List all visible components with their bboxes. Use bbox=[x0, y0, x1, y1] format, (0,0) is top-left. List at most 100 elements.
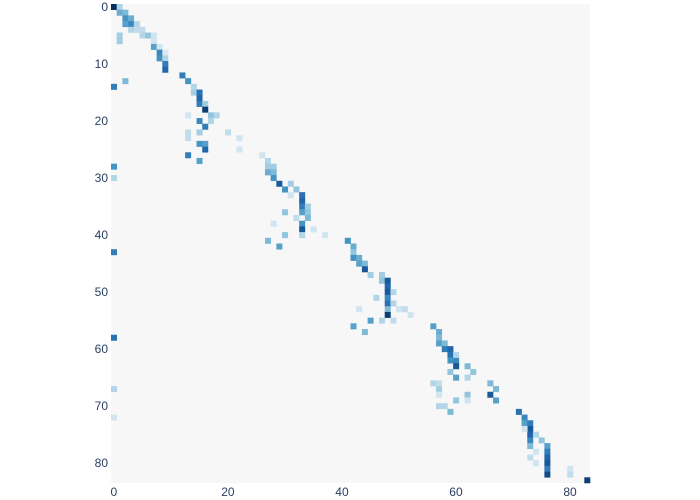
y-tick-label: 20 bbox=[95, 114, 109, 128]
heatmap-cell bbox=[150, 38, 157, 45]
heatmap-cell bbox=[532, 448, 539, 455]
heatmap-cell bbox=[207, 112, 214, 119]
heatmap-cell bbox=[470, 368, 477, 375]
heatmap-cell bbox=[487, 391, 494, 398]
heatmap-cell bbox=[259, 152, 266, 159]
y-tick-label: 0 bbox=[101, 0, 108, 14]
heatmap-cell bbox=[493, 386, 500, 393]
heatmap-cell bbox=[379, 317, 386, 324]
heatmap-cell bbox=[367, 272, 374, 279]
heatmap-cell bbox=[373, 294, 380, 301]
heatmap-cell bbox=[139, 32, 146, 39]
heatmap-cell bbox=[196, 157, 203, 164]
heatmap-cell bbox=[299, 232, 306, 239]
heatmap-cell bbox=[116, 4, 123, 10]
heatmap-cell bbox=[544, 454, 551, 461]
heatmap-cell bbox=[356, 260, 363, 267]
heatmap-cell bbox=[185, 112, 192, 119]
x-tick-label: 40 bbox=[335, 485, 349, 499]
heatmap-cell bbox=[350, 323, 357, 330]
heatmap-cell bbox=[276, 243, 283, 250]
heatmap-cell bbox=[527, 425, 534, 432]
heatmap-cell bbox=[111, 175, 117, 182]
heatmap-cell bbox=[527, 420, 534, 427]
heatmap-cell bbox=[350, 249, 357, 256]
heatmap-cell bbox=[567, 465, 574, 472]
heatmap-cell bbox=[299, 220, 306, 227]
heatmap-cell bbox=[111, 83, 117, 90]
x-tick-label: 20 bbox=[221, 485, 235, 499]
heatmap-cells bbox=[111, 4, 591, 484]
heatmap-cell bbox=[236, 146, 243, 153]
heatmap-cell bbox=[436, 386, 443, 393]
heatmap-cell bbox=[162, 61, 169, 68]
heatmap-cell bbox=[190, 89, 197, 96]
heatmap-cell bbox=[111, 414, 117, 421]
heatmap-cell bbox=[299, 197, 306, 204]
heatmap-cell bbox=[270, 169, 277, 176]
x-tick-label: 60 bbox=[449, 485, 463, 499]
heatmap-cell bbox=[464, 374, 471, 381]
heatmap-cell bbox=[396, 306, 403, 313]
heatmap-cell bbox=[179, 72, 186, 79]
heatmap-cell bbox=[379, 272, 386, 279]
x-axis: 0 20 40 60 80 bbox=[111, 485, 578, 499]
heatmap-cell bbox=[264, 157, 271, 164]
heatmap-cell bbox=[321, 232, 328, 239]
heatmap-cell bbox=[464, 363, 471, 370]
heatmap-cell bbox=[447, 351, 454, 358]
heatmap-cell bbox=[196, 129, 203, 136]
heatmap-cell bbox=[390, 317, 397, 324]
x-tick-label: 0 bbox=[111, 485, 118, 499]
heatmap-cell bbox=[111, 334, 117, 341]
heatmap-cell bbox=[225, 129, 232, 136]
heatmap-cell bbox=[384, 289, 391, 296]
heatmap-cell bbox=[185, 135, 192, 142]
heatmap-cell bbox=[202, 140, 209, 147]
heatmap-cell bbox=[447, 346, 454, 353]
heatmap-cell bbox=[464, 397, 471, 404]
heatmap-cell bbox=[196, 100, 203, 107]
heatmap-cell bbox=[156, 49, 163, 56]
heatmap-cell bbox=[299, 192, 306, 199]
heatmap-cell bbox=[156, 43, 163, 50]
heatmap-cell bbox=[270, 220, 277, 227]
heatmap-cell bbox=[390, 300, 397, 307]
heatmap-cell bbox=[139, 26, 146, 33]
heatmap-cell bbox=[276, 180, 283, 187]
heatmap-cell bbox=[407, 311, 414, 318]
heatmap-cell bbox=[527, 454, 534, 461]
heatmap-cell bbox=[264, 169, 271, 176]
x-tick-label: 80 bbox=[563, 485, 577, 499]
heatmap-cell bbox=[213, 112, 220, 119]
heatmap-cell bbox=[521, 425, 528, 432]
heatmap-cell bbox=[544, 448, 551, 455]
heatmap-cell bbox=[544, 465, 551, 472]
heatmap-cell bbox=[441, 403, 448, 410]
heatmap-cell bbox=[384, 311, 391, 318]
y-axis: 0 10 20 30 40 50 60 70 80 bbox=[95, 0, 109, 470]
heatmap-cell bbox=[202, 106, 209, 113]
heatmap-cell bbox=[270, 163, 277, 170]
heatmap-cell bbox=[111, 386, 117, 393]
heatmap-cell bbox=[145, 32, 152, 39]
heatmap-cell bbox=[133, 26, 140, 33]
heatmap-cell bbox=[384, 300, 391, 307]
heatmap-cell bbox=[128, 26, 135, 33]
heatmap-cell bbox=[310, 226, 317, 233]
heatmap-cell bbox=[436, 329, 443, 336]
heatmap-cell bbox=[270, 175, 277, 182]
heatmap-cell bbox=[527, 443, 534, 450]
heatmap-cell bbox=[150, 32, 157, 39]
heatmap-cell bbox=[162, 55, 169, 62]
heatmap-cell bbox=[202, 123, 209, 130]
heatmap-cell bbox=[361, 266, 368, 273]
heatmap-cell bbox=[544, 460, 551, 467]
heatmap-cell bbox=[436, 340, 443, 347]
heatmap-cell bbox=[527, 431, 534, 438]
heatmap-cell bbox=[538, 437, 545, 444]
heatmap-cell bbox=[544, 443, 551, 450]
heatmap-cell bbox=[162, 66, 169, 73]
heatmap-cell bbox=[202, 100, 209, 107]
heatmap-cell bbox=[111, 249, 117, 256]
